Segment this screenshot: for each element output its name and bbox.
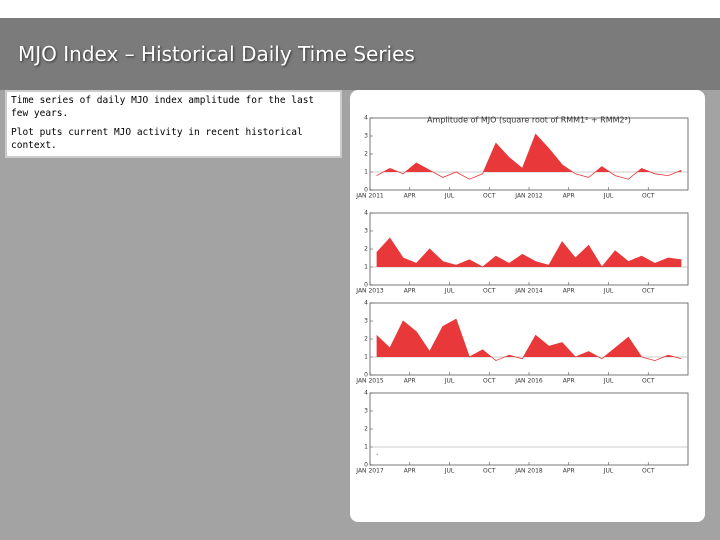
x-tick-label: OCT [642,288,655,295]
y-tick-label: 2 [364,336,368,343]
x-tick-label: APR [563,193,575,200]
x-tick-label: JUL [603,378,614,385]
y-tick-label: 1 [364,444,368,451]
y-tick-label: 1 [364,354,368,361]
text-box: Time series of daily MJO index amplitude… [5,90,342,158]
x-tick-label: JUL [603,468,614,475]
slide-title: MJO Index – Historical Daily Time Series [18,42,415,66]
y-tick-label: 0 [364,372,368,379]
x-tick-label: JAN 2012 [514,193,543,200]
x-tick-label: OCT [483,468,496,475]
area-fill [376,238,682,267]
y-tick-label: 2 [364,151,368,158]
y-tick-label: 0 [364,187,368,194]
series-line [376,237,682,268]
x-tick-label: JUL [444,288,455,295]
x-tick-label: OCT [483,378,496,385]
series-line [376,318,682,362]
y-tick-label: 4 [364,390,368,397]
x-tick-label: OCT [642,378,655,385]
x-tick-label: JUL [444,193,455,200]
series-line [376,133,682,180]
x-tick-label: APR [404,193,416,200]
top-strip [0,0,720,18]
paragraph: Plot puts current MJO activity in recent… [11,127,303,151]
y-tick-label: 3 [364,318,368,325]
y-tick-label: 3 [364,228,368,235]
x-tick-label: OCT [642,468,655,475]
x-tick-label: JUL [444,468,455,475]
x-tick-label: APR [404,288,416,295]
x-tick-label: JAN 2015 [355,378,384,385]
x-tick-label: JAN 2014 [514,288,543,295]
x-tick-label: OCT [483,193,496,200]
area-fill [376,134,682,172]
paragraph: Time series of daily MJO index amplitude… [11,95,315,119]
y-tick-label: 0 [364,462,368,469]
y-tick-label: 4 [364,210,368,217]
x-tick-label: JAN 2013 [355,288,384,295]
plot-frame [369,392,689,466]
x-tick-label: APR [563,468,575,475]
x-tick-label: OCT [642,193,655,200]
plot-frame [369,212,689,286]
x-tick-label: APR [563,378,575,385]
x-tick-label: APR [563,288,575,295]
x-tick-label: JUL [603,288,614,295]
y-tick-label: 4 [364,115,368,122]
title-bar [0,18,720,90]
y-tick-label: 1 [364,264,368,271]
area-fill [376,319,682,357]
y-tick-label: 3 [364,133,368,140]
y-tick-label: 2 [364,246,368,253]
x-tick-label: JAN 2011 [355,193,384,200]
x-tick-label: JAN 2018 [514,468,543,475]
x-tick-label: APR [404,468,416,475]
y-tick-label: 0 [364,282,368,289]
x-tick-label: JAN 2016 [514,378,543,385]
y-tick-label: 3 [364,408,368,415]
x-tick-label: JUL [444,378,455,385]
y-tick-label: 2 [364,426,368,433]
y-tick-label: 1 [364,169,368,176]
x-tick-label: JAN 2017 [355,468,384,475]
x-tick-label: JUL [603,193,614,200]
chart-title: Amplitude of MJO (square root of RMM1² +… [427,116,631,125]
y-tick-label: 4 [364,300,368,307]
x-tick-label: OCT [483,288,496,295]
x-tick-label: APR [404,378,416,385]
